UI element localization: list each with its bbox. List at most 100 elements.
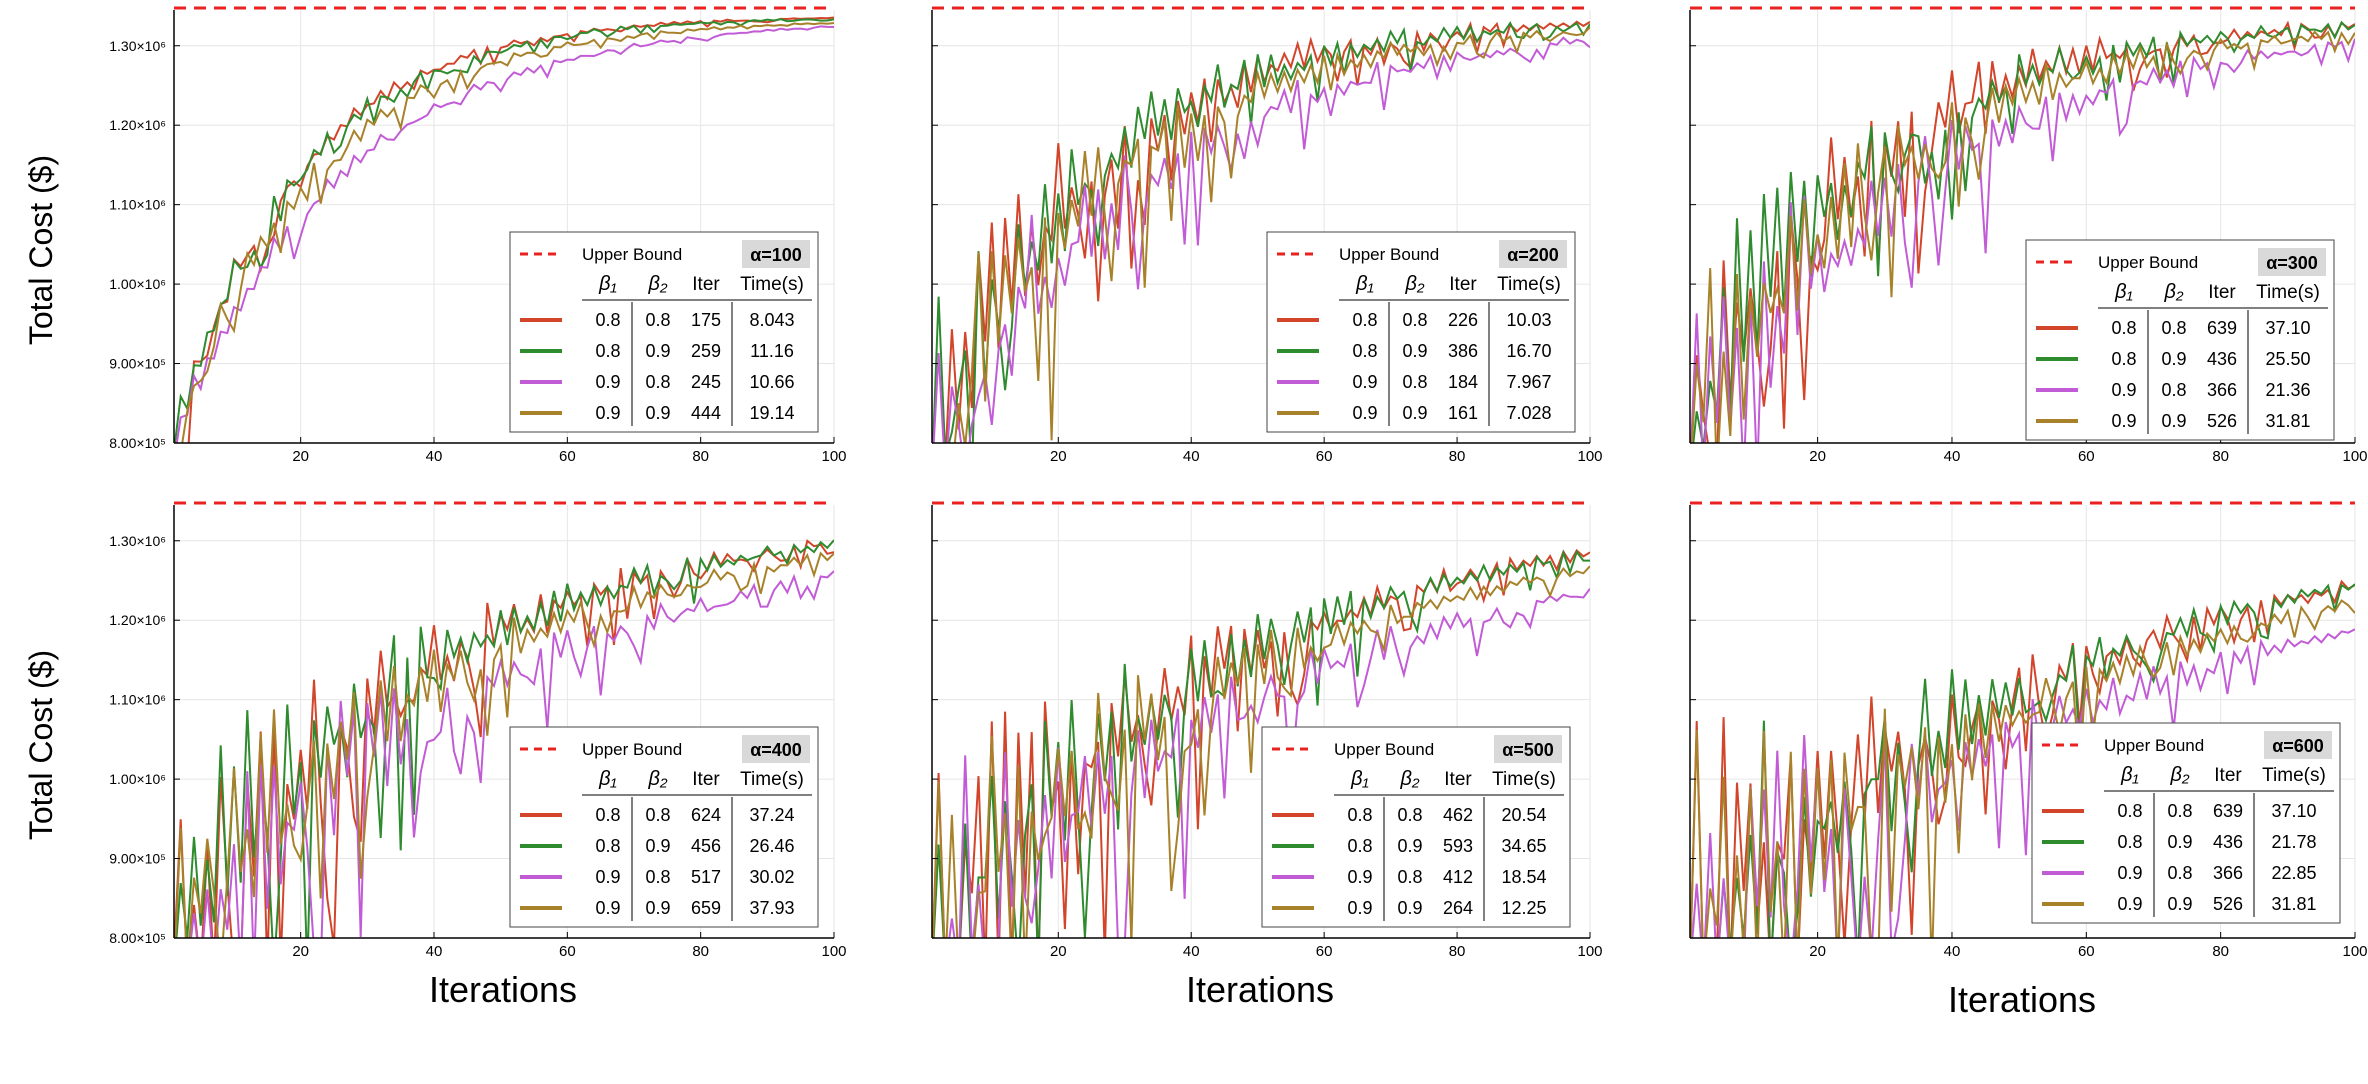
legend-time-value: 16.70	[1506, 341, 1551, 361]
legend-b1-value: 0.9	[1352, 403, 1377, 423]
legend-iter-value: 161	[1448, 403, 1478, 423]
legend-iter-value: 593	[1443, 836, 1473, 856]
series-line-purple	[1691, 628, 2355, 938]
legend-iter-value: 659	[691, 898, 721, 918]
legend-upper-bound-label: Upper Bound	[2104, 736, 2204, 755]
legend-time-value: 10.66	[749, 372, 794, 392]
series-line-red	[1690, 20, 2355, 443]
legend-title-bg	[742, 735, 810, 763]
legend-time-value: 11.16	[750, 341, 794, 361]
series-line-olive	[181, 22, 834, 443]
legend-time-value: 37.10	[2271, 801, 2316, 821]
legend-b2-value: 0.9	[2167, 832, 2192, 852]
legend-b2-value: 0.8	[645, 372, 670, 392]
legend-b2-value: 0.9	[2161, 411, 2186, 431]
legend-iter-value: 436	[2213, 832, 2243, 852]
panel-6: 20 40 60 80 100 Upper Bound α=600 β₁ β₂ Iter Time(…	[1689, 501, 2368, 960]
legend-b1-value: 0.8	[595, 836, 620, 856]
legend-title: α=100	[750, 245, 802, 265]
x-tick-label: 40	[1183, 448, 1200, 465]
legend-b2-value: 0.8	[645, 867, 670, 887]
legend-time-value: 31.81	[2271, 894, 2316, 914]
legend-iter-value: 624	[691, 805, 721, 825]
legend-time-value: 25.50	[2265, 349, 2310, 369]
panel-3: 20 40 60 80 100 Upper Bound α=300 β₁ β₂ Iter Time(…	[1689, 6, 2368, 465]
legend-iter-value: 245	[691, 372, 721, 392]
legend-header-time: Time(s)	[1492, 769, 1556, 790]
legend-iter-value: 436	[2207, 349, 2237, 369]
y-tick-label: 1.00×10⁶	[109, 771, 166, 787]
legend-header-time: Time(s)	[1497, 274, 1561, 295]
x-tick-label: 80	[2212, 448, 2229, 465]
legend-b1-value: 0.8	[595, 805, 620, 825]
legend-header-time: Time(s)	[740, 769, 804, 790]
legend-upper-bound-label: Upper Bound	[2098, 253, 2198, 272]
x-tick-label: 100	[2342, 943, 2367, 960]
legend: Upper Bound α=100 β₁ β₂ Iter Time(s) 0.8 0.8 175…	[509, 231, 819, 433]
legend-b2-value: 0.9	[1402, 341, 1427, 361]
legend-iter-value: 517	[691, 867, 721, 887]
legend-title: α=600	[2272, 736, 2324, 756]
legend-b1-value: 0.8	[2117, 801, 2142, 821]
y-tick-label: 1.00×10⁶	[109, 276, 166, 292]
legend-header-iter: Iter	[692, 769, 720, 790]
series-line-green	[174, 18, 834, 443]
legend-b1-value: 0.9	[1352, 372, 1377, 392]
x-tick-label: 80	[692, 943, 709, 960]
legend-header-time: Time(s)	[2262, 765, 2326, 786]
y-tick-label: 1.20×10⁶	[109, 117, 166, 133]
x-tick-label: 20	[1050, 448, 1067, 465]
legend-header-time: Time(s)	[2256, 282, 2320, 303]
legend-title: α=200	[1507, 245, 1559, 265]
x-tick-label: 20	[1050, 943, 1067, 960]
legend-time-value: 22.85	[2271, 863, 2316, 883]
legend-iter-value: 366	[2213, 863, 2243, 883]
y-tick-label: 1.30×10⁶	[109, 533, 166, 549]
legend-b1-value: 0.9	[1347, 898, 1372, 918]
series-line-olive	[1690, 30, 2355, 443]
legend-time-value: 8.043	[749, 310, 794, 330]
x-tick-label: 80	[1449, 943, 1466, 960]
legend-b1-value: 0.8	[2117, 832, 2142, 852]
legend-upper-bound-label: Upper Bound	[582, 245, 682, 264]
x-tick-label: 40	[1944, 448, 1961, 465]
legend-iter-value: 412	[1443, 867, 1473, 887]
legend-b1-value: 0.9	[595, 898, 620, 918]
y-tick-label: 8.00×10⁵	[109, 435, 166, 451]
legend-time-value: 34.65	[1501, 836, 1546, 856]
series-line-olive	[953, 26, 1590, 443]
legend-b2-value: 0.8	[645, 310, 670, 330]
legend-iter-value: 175	[691, 310, 721, 330]
y-tick-label: 9.00×10⁵	[109, 356, 166, 372]
x-tick-label: 100	[1577, 943, 1602, 960]
legend-b1-value: 0.9	[2117, 863, 2142, 883]
x-tick-label: 60	[559, 448, 576, 465]
x-tick-label: 100	[821, 943, 846, 960]
legend-b1-value: 0.8	[595, 310, 620, 330]
legend-header-b1: β₁	[2114, 281, 2133, 303]
legend-b1-value: 0.8	[2111, 318, 2136, 338]
series-line-olive	[174, 551, 834, 938]
legend-header-b1: β₁	[1355, 273, 1374, 295]
x-tick-label: 40	[426, 448, 443, 465]
x-tick-label: 20	[292, 943, 309, 960]
legend-time-value: 20.54	[1501, 805, 1546, 825]
legend-header-b2: β₂	[2163, 281, 2183, 303]
legend-time-value: 31.81	[2265, 411, 2310, 431]
series-line-green	[932, 21, 1590, 443]
legend-iter-value: 639	[2207, 318, 2237, 338]
legend-iter-value: 639	[2213, 801, 2243, 821]
legend-b1-value: 0.9	[2117, 894, 2142, 914]
y-tick-label: 1.20×10⁶	[109, 612, 166, 628]
legend: Upper Bound α=500 β₁ β₂ Iter Time(s) 0.8 0.8 462…	[1261, 726, 1571, 928]
legend-header-b2: β₂	[1399, 768, 1419, 790]
legend-b1-value: 0.8	[1352, 310, 1377, 330]
series-line-red	[187, 16, 834, 443]
legend-iter-value: 386	[1448, 341, 1478, 361]
legend-time-value: 21.36	[2265, 380, 2310, 400]
x-tick-label: 80	[692, 448, 709, 465]
legend-iter-value: 264	[1443, 898, 1473, 918]
x-tick-label: 20	[292, 448, 309, 465]
legend-b2-value: 0.9	[645, 836, 670, 856]
legend-iter-value: 462	[1443, 805, 1473, 825]
